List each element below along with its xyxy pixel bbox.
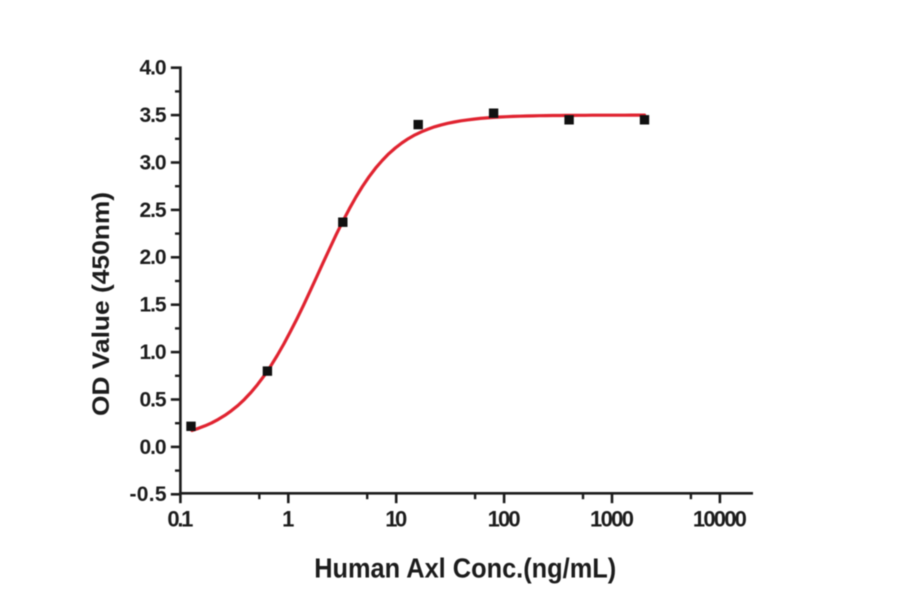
svg-text:3.5: 3.5 xyxy=(140,104,167,127)
svg-text:4.0: 4.0 xyxy=(140,57,167,80)
svg-text:1.5: 1.5 xyxy=(140,294,167,317)
svg-text:1: 1 xyxy=(282,507,294,532)
svg-text:2.5: 2.5 xyxy=(140,199,167,222)
svg-text:3.0: 3.0 xyxy=(140,151,167,174)
svg-text:0.5: 0.5 xyxy=(140,388,167,411)
svg-text:10000: 10000 xyxy=(693,507,747,532)
svg-text:1.0: 1.0 xyxy=(140,341,167,364)
svg-text:1000: 1000 xyxy=(590,507,634,532)
svg-text:-0.5: -0.5 xyxy=(130,483,167,506)
svg-text:100: 100 xyxy=(488,507,521,532)
svg-text:OD Value (450nm): OD Value (450nm) xyxy=(88,192,115,416)
svg-text:10: 10 xyxy=(385,507,407,532)
svg-text:0.0: 0.0 xyxy=(140,436,167,459)
svg-text:Human Axl Conc.(ng/mL): Human Axl Conc.(ng/mL) xyxy=(314,552,616,583)
svg-text:2.0: 2.0 xyxy=(140,246,167,269)
svg-text:0.1: 0.1 xyxy=(167,507,193,532)
